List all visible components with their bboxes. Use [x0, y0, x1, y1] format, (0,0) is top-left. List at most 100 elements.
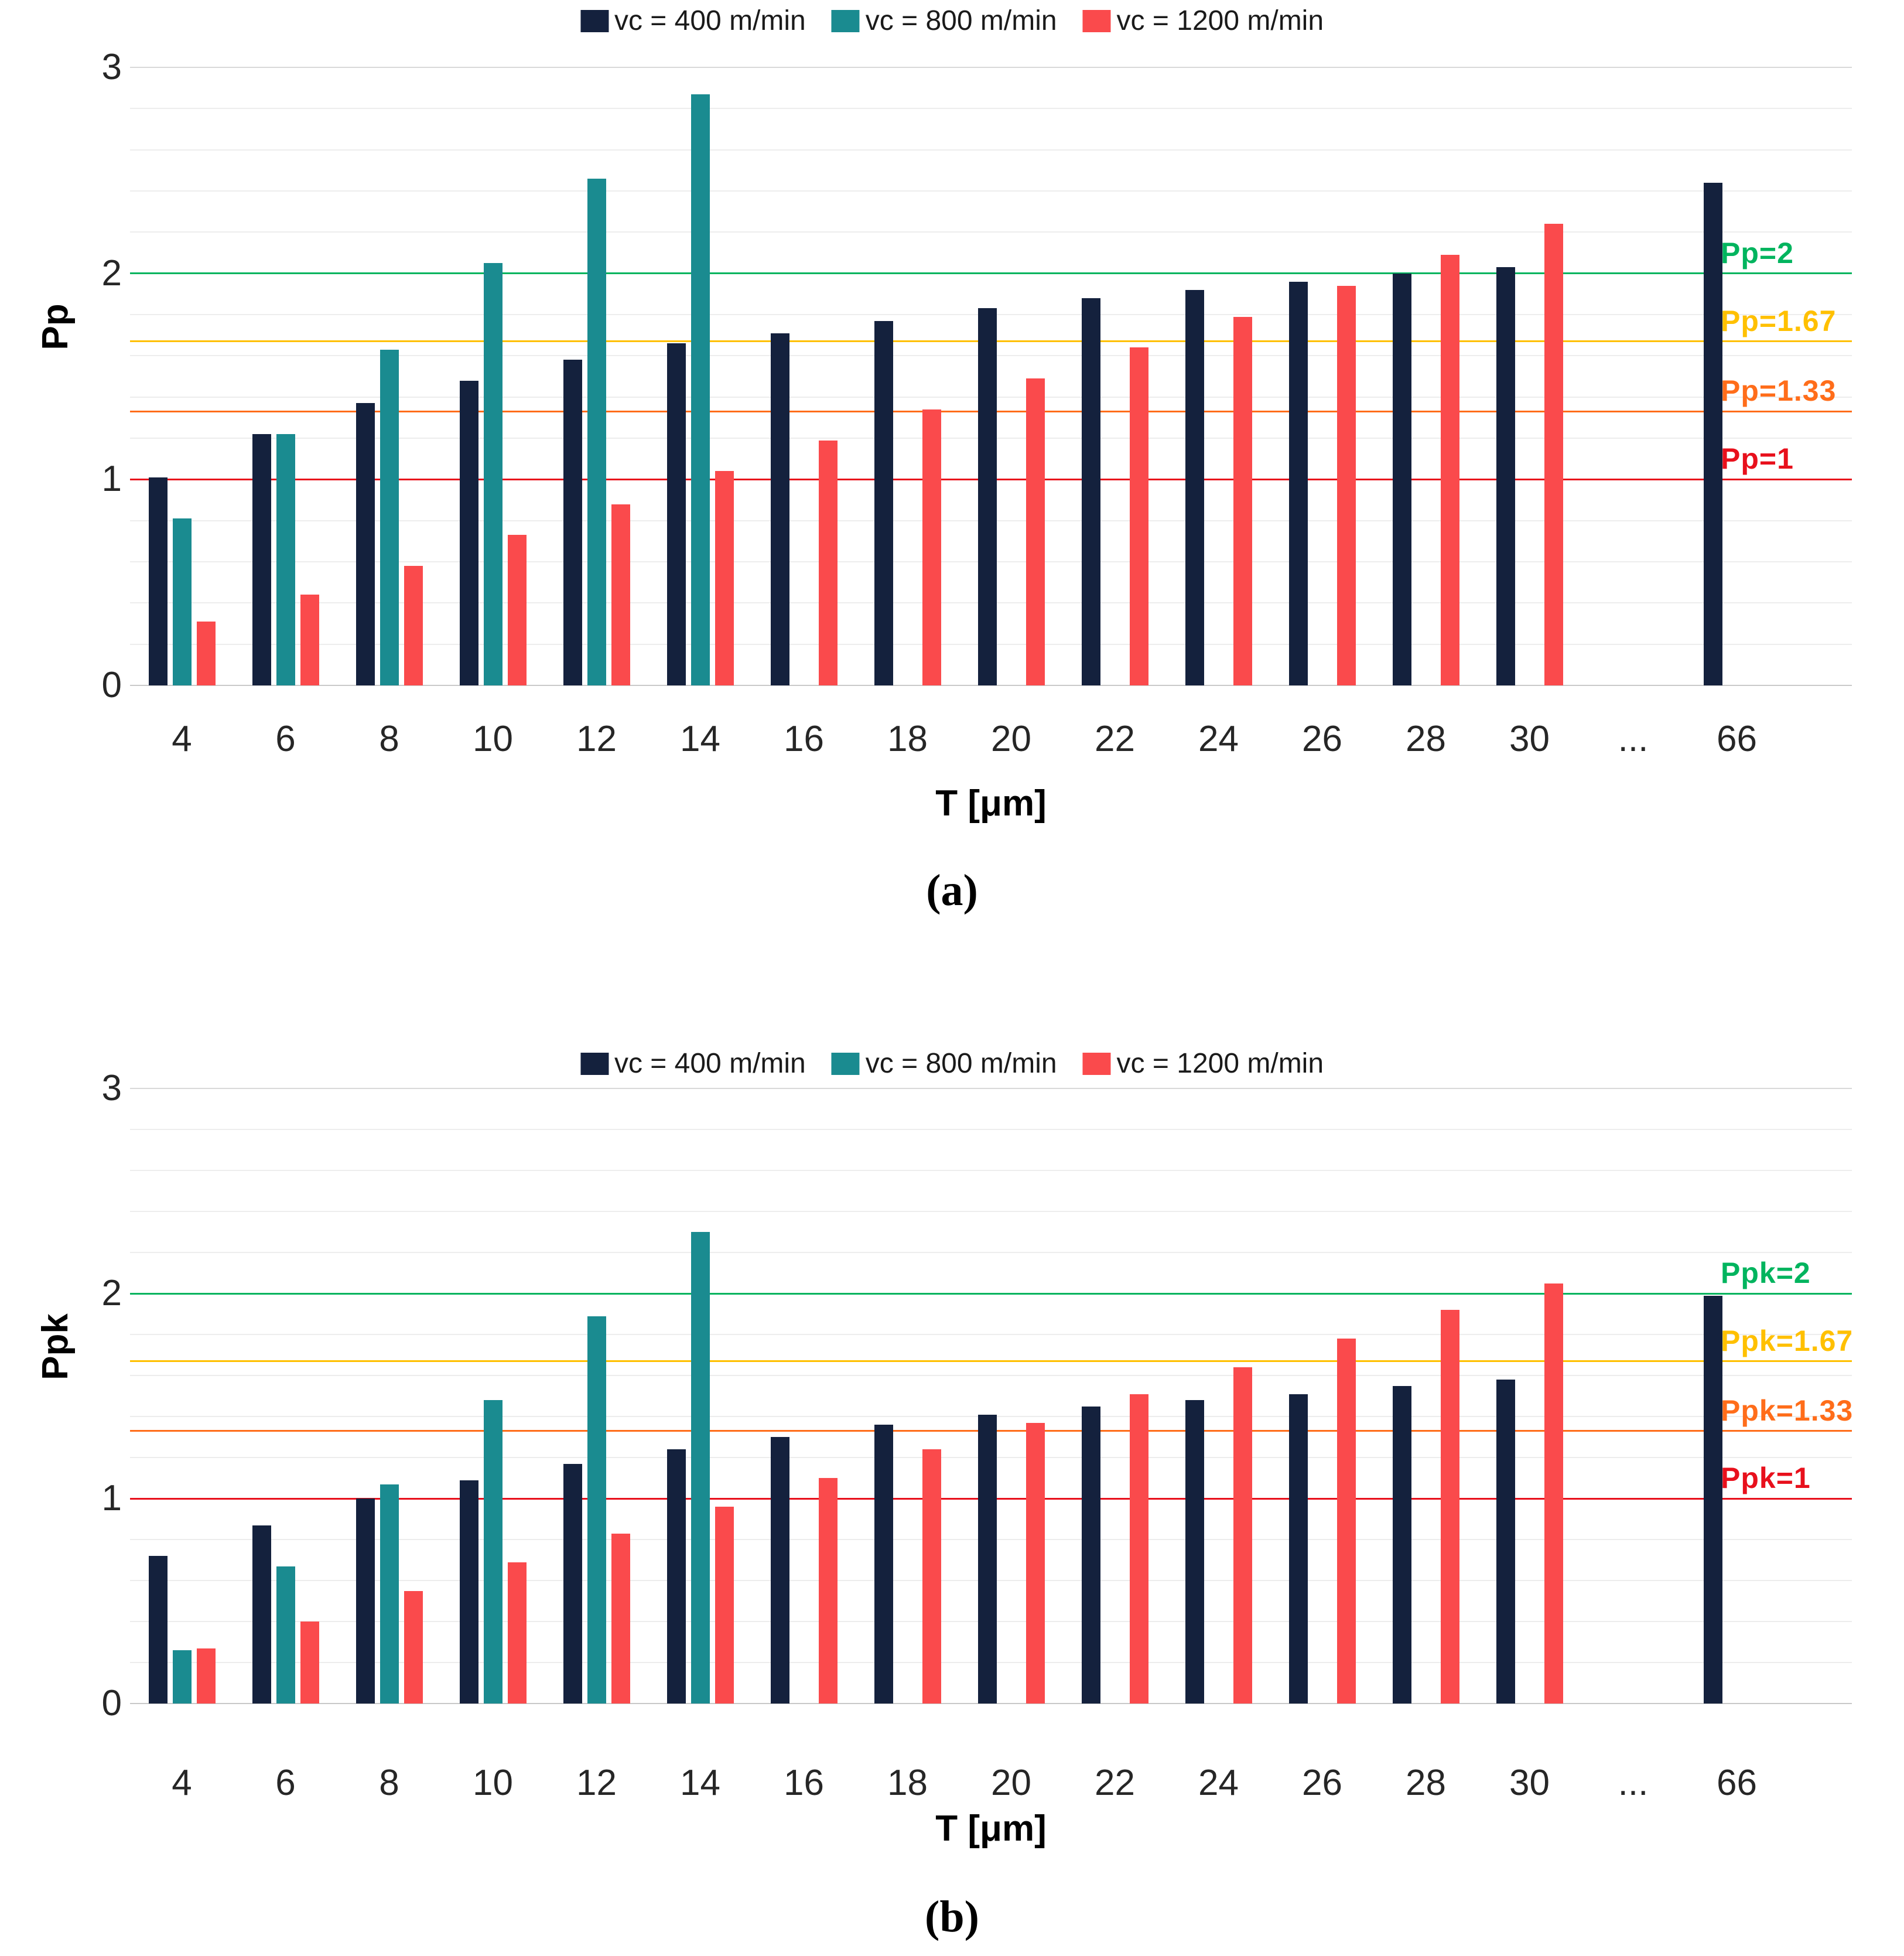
x-axis-line [130, 685, 1852, 686]
bar-series-3 [1233, 316, 1252, 685]
gridline-minor [130, 1252, 1852, 1253]
x-tick-label: 14 [680, 719, 720, 759]
ref-line-label: Ppk=1.33 [1721, 1394, 1854, 1427]
gridline-minor [130, 1211, 1852, 1212]
bar-series-3 [507, 1562, 527, 1704]
legend-item-label: vc = 800 m/min [865, 5, 1057, 36]
bar-series-2 [587, 178, 606, 685]
gridline-minor [130, 231, 1852, 233]
bar-series-2 [380, 1484, 399, 1704]
bar-series-1 [355, 403, 375, 685]
bar-series-2 [276, 433, 295, 685]
x-tick-label: 24 [1198, 1763, 1239, 1803]
legend-item: vc = 1200 m/min [1082, 5, 1324, 37]
x-tick-label: 28 [1406, 719, 1446, 759]
x-tick-label: 66 [1717, 1763, 1757, 1803]
x-tick-label: ... [1618, 1763, 1649, 1803]
bar-series-2 [172, 1650, 192, 1704]
ref-line-label: Pp=2 [1721, 236, 1794, 269]
bar-series-3 [611, 1533, 630, 1704]
bar-series-3 [507, 535, 527, 685]
bar-series-3 [1336, 285, 1356, 685]
y-axis-title: Ppk [35, 1313, 76, 1380]
ref-line [130, 1292, 1852, 1295]
x-axis-title: T [μm] [935, 783, 1047, 824]
gridline-minor [130, 1129, 1852, 1130]
bar-series-3 [1129, 1394, 1148, 1704]
bar-series-3 [611, 504, 630, 685]
y-tick-label: 1 [101, 1478, 122, 1518]
x-tick-label: 20 [991, 1763, 1031, 1803]
figure-caption: (a) [926, 866, 978, 915]
x-tick-label: 16 [784, 1763, 824, 1803]
bar-series-3 [1336, 1339, 1356, 1704]
ref-line [130, 1360, 1852, 1362]
gridline-minor [130, 1375, 1852, 1376]
x-tick-label: 4 [172, 1763, 192, 1803]
gridline-top [130, 67, 1852, 68]
legend-swatch-icon [580, 1052, 609, 1075]
legend-item: vc = 800 m/min [831, 1047, 1057, 1080]
x-tick-label: 30 [1509, 719, 1550, 759]
bar-series-3 [404, 566, 423, 685]
bar-series-3 [1026, 378, 1045, 685]
bar-series-1 [355, 1498, 375, 1704]
ref-line-label: Pp=1.33 [1721, 374, 1837, 408]
bar-series-1 [459, 380, 478, 685]
bar-series-3 [818, 440, 838, 685]
bar-series-1 [1288, 281, 1308, 685]
bar-series-1 [1392, 273, 1411, 685]
bar-series-3 [1026, 1422, 1045, 1704]
x-tick-label: 6 [275, 719, 296, 759]
x-tick-label: 20 [991, 719, 1031, 759]
bar-series-3 [922, 1449, 941, 1704]
bar-series-1 [666, 343, 686, 685]
x-tick-label: 10 [473, 719, 513, 759]
gridline-minor [130, 190, 1852, 192]
legend-item-label: vc = 400 m/min [614, 1048, 806, 1079]
x-tick-label: 4 [172, 719, 192, 759]
ref-line-label: Ppk=1 [1721, 1462, 1811, 1494]
bar-series-3 [300, 1622, 319, 1704]
x-tick-label: 30 [1509, 1763, 1550, 1803]
x-tick-label: 14 [680, 1763, 720, 1803]
legend-item: vc = 400 m/min [580, 1047, 806, 1080]
bar-series-3 [404, 1590, 423, 1704]
bar-series-1 [1081, 298, 1100, 685]
y-axis-title: Pp [35, 303, 76, 350]
ref-line-label: Pp=1 [1721, 442, 1794, 476]
bar-series-2 [380, 349, 399, 685]
bar-series-1 [874, 320, 893, 685]
legend-swatch-icon [1082, 1052, 1111, 1075]
x-tick-label: 8 [379, 719, 399, 759]
ref-line [130, 272, 1852, 275]
x-tick-label: 66 [1717, 719, 1757, 759]
bar-series-1 [148, 477, 168, 685]
bar-series-1 [770, 1437, 789, 1704]
bar-series-2 [483, 263, 503, 685]
legend-swatch-icon [831, 9, 860, 32]
legend-item-label: vc = 400 m/min [614, 5, 806, 36]
bar-series-1 [1496, 267, 1515, 685]
bar-series-2 [587, 1316, 606, 1704]
bar-series-3 [1544, 224, 1563, 685]
x-tick-label: 24 [1198, 719, 1239, 759]
bar-series-2 [172, 518, 192, 685]
bar-series-1 [666, 1449, 686, 1704]
bar-series-1 [459, 1480, 478, 1704]
bar-series-3 [715, 471, 734, 685]
gridline-minor [130, 149, 1852, 151]
ref-line-label: Ppk=2 [1721, 1257, 1811, 1289]
bar-series-3 [1233, 1367, 1252, 1704]
x-tick-label: ... [1618, 719, 1649, 759]
bar-series-3 [1440, 1310, 1459, 1704]
x-tick-label: 10 [473, 1763, 513, 1803]
bar-series-1 [1081, 1406, 1100, 1704]
gridline-top [130, 1088, 1852, 1089]
x-tick-label: 18 [887, 1763, 928, 1803]
ref-line-label: Pp=1.67 [1721, 304, 1837, 337]
gridline-minor [130, 1334, 1852, 1335]
bar-series-1 [874, 1425, 893, 1704]
bar-series-1 [1288, 1394, 1308, 1704]
bar-series-2 [483, 1400, 503, 1704]
